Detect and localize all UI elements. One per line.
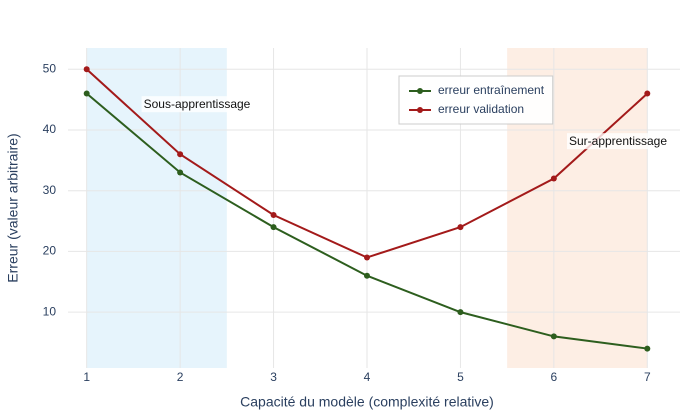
point: [270, 211, 277, 218]
legend-label: erreur validation: [438, 102, 524, 116]
point: [644, 345, 651, 352]
point: [550, 333, 557, 340]
legend: erreur entraînement erreur validation: [398, 75, 554, 125]
legend-label: erreur entraînement: [438, 83, 545, 97]
point: [363, 272, 370, 279]
point: [83, 90, 90, 97]
point: [177, 169, 184, 176]
point: [457, 309, 464, 316]
shaded-region: [86, 48, 227, 368]
x-tick-label: 1: [83, 370, 90, 384]
x-tick-label: 6: [551, 370, 558, 384]
legend-box: [398, 75, 554, 125]
y-tick-label: 30: [43, 183, 57, 197]
y-tick-label: 10: [43, 304, 57, 318]
annotation-text: Sous-apprentissage: [144, 97, 251, 111]
y-tick-label: 20: [43, 244, 57, 258]
y-tick-label: 50: [43, 61, 57, 75]
annotation: Sous-apprentissage: [141, 96, 253, 113]
point: [83, 66, 90, 73]
y-tick-label: 40: [43, 122, 57, 136]
point: [270, 224, 277, 231]
annotation-box: [566, 133, 670, 150]
x-tick-label: 4: [364, 370, 371, 384]
legend-marker: [417, 107, 423, 113]
point: [457, 224, 464, 231]
point: [550, 175, 557, 182]
y-axis-title: Erreur (valeur arbitraire): [5, 133, 21, 282]
x-tick-label: 3: [270, 370, 277, 384]
point: [363, 254, 370, 261]
x-tick-label: 7: [644, 370, 651, 384]
annotation-text: Sur-apprentissage: [569, 134, 667, 148]
x-axis-title: Capacité du modèle (complexité relative): [240, 394, 494, 410]
point: [644, 90, 651, 97]
x-tick-label: 5: [457, 370, 464, 384]
point: [177, 151, 184, 158]
annotation: Sur-apprentissage: [566, 133, 670, 150]
x-tick-label: 2: [177, 370, 184, 384]
annotation-box: [141, 96, 253, 113]
legend-marker: [417, 88, 423, 94]
